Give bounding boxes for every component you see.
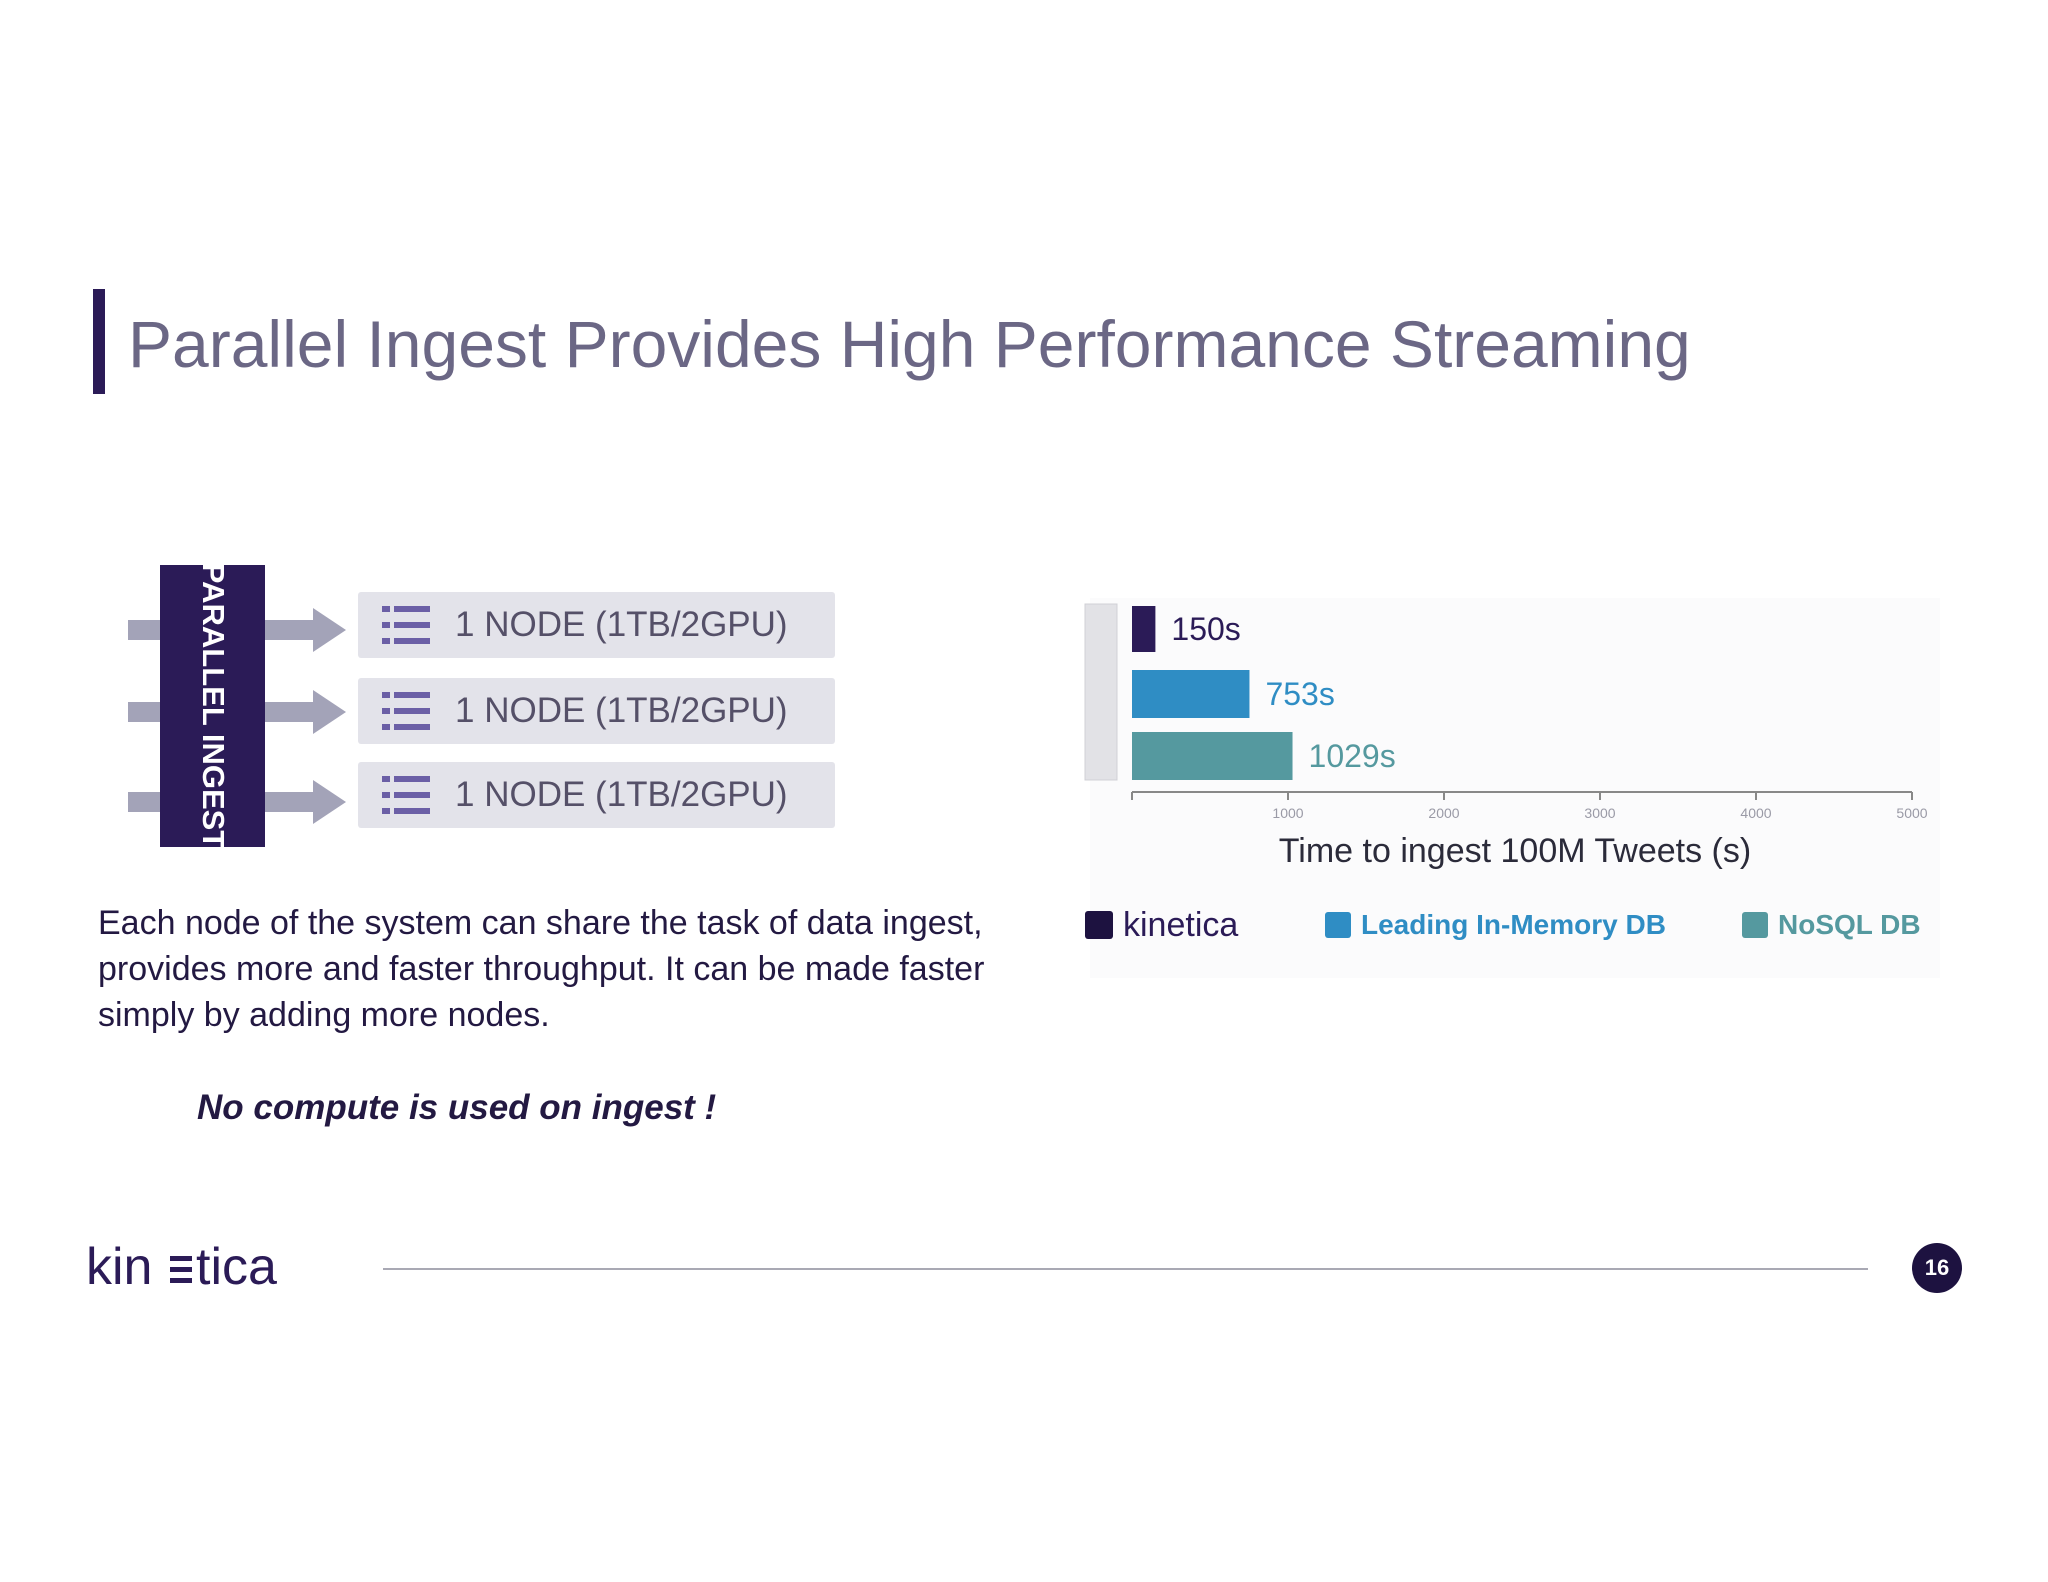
chart-bracket — [1084, 603, 1118, 781]
database-icon — [382, 776, 430, 814]
x-tick-label: 5000 — [1896, 805, 1927, 821]
chart-background — [1090, 598, 1940, 978]
parallel-ingest-box: PARALLEL INGEST — [160, 562, 265, 850]
legend-swatch — [1085, 911, 1113, 939]
page-number: 16 — [1912, 1243, 1962, 1293]
node-box: 1 NODE (1TB/2GPU) — [358, 762, 835, 828]
x-tick-label: 4000 — [1740, 805, 1771, 821]
legend-item-kinetica: kinetica — [1085, 905, 1238, 945]
kinetica-logo: kin tica — [86, 1238, 277, 1296]
database-icon — [382, 606, 430, 644]
legend-swatch — [1742, 912, 1768, 938]
footer-divider — [383, 1268, 1868, 1270]
bar-0 — [1132, 606, 1156, 652]
x-tick-label: 2000 — [1428, 805, 1459, 821]
parallel-ingest-label: PARALLEL INGEST — [195, 562, 231, 850]
bar-2 — [1132, 732, 1293, 780]
legend-label: kinetica — [1123, 905, 1239, 944]
x-tick-label: 1000 — [1272, 805, 1303, 821]
description-text: Each node of the system can share the ta… — [98, 904, 985, 1034]
svg-text:tica: tica — [196, 1238, 277, 1296]
page-title: Parallel Ingest Provides High Performanc… — [128, 307, 1691, 381]
bar-value-label: 753s — [1265, 676, 1334, 712]
legend-label: Leading In-Memory DB — [1361, 909, 1666, 940]
legend-item-nosql-db: NoSQL DB — [1742, 905, 1921, 945]
ingest-time-chart: 150s 753s 1029s 1000 2000 3000 4000 5000 Time to… — [1084, 603, 1928, 870]
legend-label: NoSQL DB — [1778, 909, 1921, 940]
legend-swatch — [1325, 912, 1351, 938]
node-label: 1 NODE (1TB/2GPU) — [455, 775, 788, 814]
database-icon — [382, 692, 430, 730]
legend-item-in-memory-db: Leading In-Memory DB — [1325, 905, 1666, 945]
note-text: No compute is used on ingest ! — [197, 1088, 717, 1127]
node-label: 1 NODE (1TB/2GPU) — [455, 691, 788, 730]
node-box: 1 NODE (1TB/2GPU) — [358, 678, 835, 744]
bar-value-label: 1029s — [1309, 738, 1396, 774]
bar-value-label: 150s — [1171, 611, 1240, 647]
node-label: 1 NODE (1TB/2GPU) — [455, 605, 788, 644]
title-accent-bar — [93, 289, 105, 394]
node-box: 1 NODE (1TB/2GPU) — [358, 592, 835, 658]
x-axis-title: Time to ingest 100M Tweets (s) — [1279, 832, 1751, 870]
bar-1 — [1132, 670, 1250, 718]
svg-text:kin: kin — [86, 1238, 152, 1296]
x-tick-label: 3000 — [1584, 805, 1615, 821]
